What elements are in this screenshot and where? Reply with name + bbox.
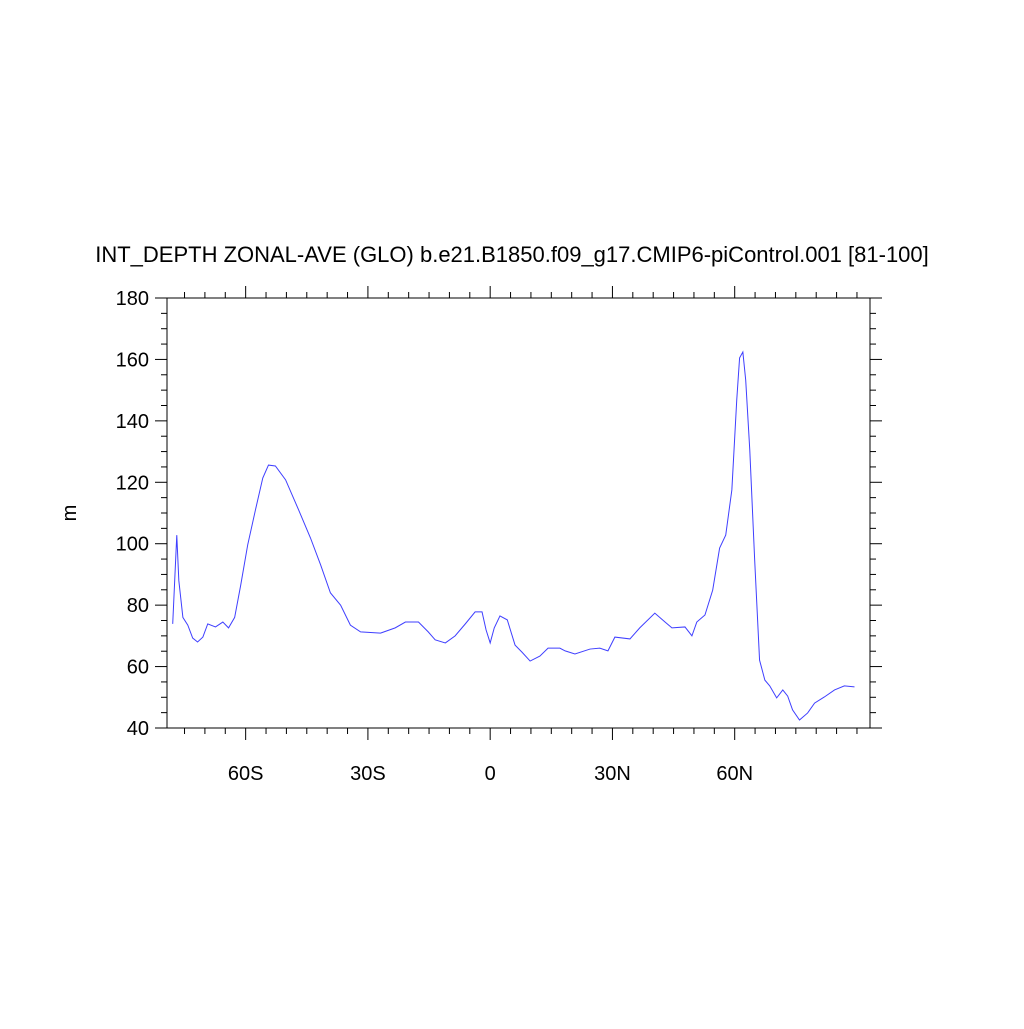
x-tick-label: 60S: [228, 763, 264, 785]
x-tick-label: 0: [485, 763, 496, 785]
y-axis-label: m: [59, 505, 81, 522]
x-tick-label: 60N: [716, 763, 753, 785]
plot-frame: [166, 297, 871, 729]
y-tick-label: 180: [116, 288, 149, 310]
y-tick-label: 80: [127, 595, 149, 617]
x-tick-label: 30N: [594, 763, 631, 785]
y-tick-label: 160: [116, 349, 149, 371]
data-line: [172, 350, 855, 721]
y-tick-label: 40: [127, 718, 149, 740]
chart-title: INT_DEPTH ZONAL-AVE (GLO) b.e21.B1850.f0…: [95, 242, 929, 267]
y-tick-label: 120: [116, 472, 149, 494]
y-tick-label: 100: [116, 534, 149, 556]
y-tick-label: 140: [116, 411, 149, 433]
y-tick-label: 60: [127, 657, 149, 679]
x-tick-label: 30S: [350, 763, 386, 785]
